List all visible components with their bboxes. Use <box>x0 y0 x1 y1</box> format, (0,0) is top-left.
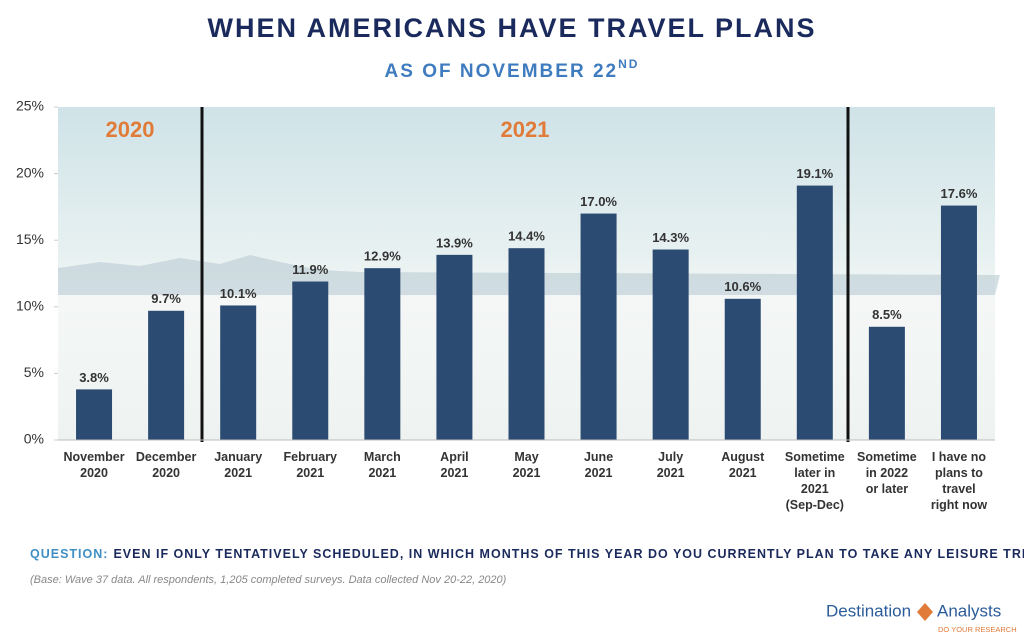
y-tick-label: 15% <box>16 231 44 247</box>
subtitle-text: AS OF NOVEMBER 22 <box>385 61 619 82</box>
bar <box>796 185 833 440</box>
question-text: EVEN IF ONLY TENTATIVELY SCHEDULED, IN W… <box>113 547 1024 561</box>
value-label: 13.9% <box>436 235 473 250</box>
chart-title: WHEN AMERICANS HAVE TRAVEL PLANS <box>207 13 816 43</box>
x-tick-label: December 2020 <box>136 450 197 480</box>
question: QUESTION: EVEN IF ONLY TENTATIVELY SCHEDU… <box>30 547 1024 561</box>
value-label: 3.8% <box>79 370 109 385</box>
x-tick-label: August 2021 <box>721 450 765 480</box>
x-tick-label: November 2020 <box>63 450 124 480</box>
value-label: 14.3% <box>652 230 689 245</box>
bar <box>292 281 329 440</box>
bar <box>652 249 689 440</box>
bar <box>148 310 185 440</box>
bar <box>868 326 905 440</box>
x-tick-label: April 2021 <box>440 450 468 480</box>
value-label: 12.9% <box>364 249 401 264</box>
bar <box>76 389 113 440</box>
question-label: QUESTION: <box>30 547 108 561</box>
x-tick-label: January 2021 <box>214 450 262 480</box>
y-tick-label: 10% <box>16 298 44 314</box>
y-tick-label: 5% <box>24 364 44 380</box>
bar <box>580 213 617 440</box>
bar <box>436 254 473 440</box>
y-tick-label: 0% <box>24 431 44 447</box>
value-label: 17.6% <box>941 186 978 201</box>
logo-text: Destination <box>826 601 911 620</box>
x-tick-label: Sometime later in 2021 (Sep-Dec) <box>785 450 845 512</box>
bar <box>724 298 761 440</box>
value-label: 19.1% <box>796 166 833 181</box>
x-tick-label: May 2021 <box>513 450 541 480</box>
x-tick-label: Sometime in 2022 or later <box>857 450 917 496</box>
annotation: 2021 <box>501 117 550 142</box>
value-label: 14.4% <box>508 229 545 244</box>
y-tick-label: 25% <box>16 98 44 114</box>
value-label: 17.0% <box>580 194 617 209</box>
logo-tagline: DO YOUR RESEARCH <box>938 625 1017 634</box>
bar <box>364 268 401 440</box>
x-tick-label: March 2021 <box>364 450 401 480</box>
logo-text: Analysts <box>937 601 1001 620</box>
bar <box>940 205 977 440</box>
value-label: 8.5% <box>872 307 902 322</box>
value-label: 11.9% <box>292 262 329 277</box>
note: (Base: Wave 37 data. All respondents, 1,… <box>30 574 507 586</box>
x-tick-label: February 2021 <box>284 450 338 480</box>
bar <box>508 248 545 440</box>
value-label: 10.1% <box>220 286 257 301</box>
value-label: 10.6% <box>724 279 761 294</box>
logo-icon <box>917 603 933 621</box>
x-tick-label: I have no plans to travel right now <box>931 450 988 512</box>
x-tick-label: June 2021 <box>584 450 613 480</box>
subtitle-superscript: ND <box>618 57 639 71</box>
y-tick-label: 20% <box>16 164 44 180</box>
chart-subtitle: AS OF NOVEMBER 22ND <box>385 57 640 82</box>
value-label: 9.7% <box>151 291 181 306</box>
annotation: 2020 <box>106 117 155 142</box>
bar <box>220 305 257 440</box>
x-tick-label: July 2021 <box>657 450 685 480</box>
